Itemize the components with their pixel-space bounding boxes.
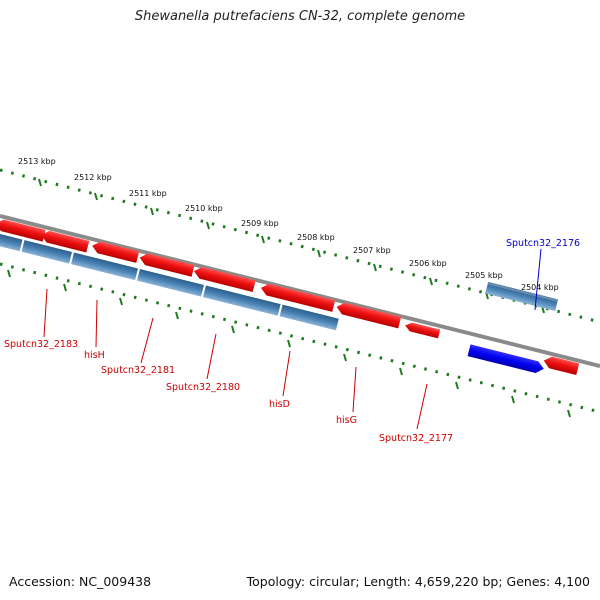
kbp-label: 2509 kbp bbox=[241, 219, 279, 228]
gene-label-sputcn32-2177[interactable]: Sputcn32_2177 bbox=[379, 433, 453, 444]
kbp-label: 2506 kbp bbox=[409, 259, 447, 268]
kbp-label: 2507 kbp bbox=[353, 246, 391, 255]
gene-label-hish[interactable]: hisH bbox=[84, 350, 105, 361]
gene-label-sputcn32-2176[interactable]: Sputcn32_2176 bbox=[506, 238, 580, 249]
gene-bar[interactable] bbox=[279, 304, 339, 331]
accession-text: Accession: NC_009438 bbox=[9, 574, 152, 589]
gene-labels: Sputcn32_2176 Sputcn32_2183 hisH Sputcn3… bbox=[4, 238, 580, 444]
reverse-cds-lane bbox=[0, 218, 580, 375]
gene-arrow-blue[interactable] bbox=[467, 344, 546, 374]
cds-arrow[interactable] bbox=[193, 265, 256, 293]
kbp-label: 2505 kbp bbox=[465, 271, 503, 280]
gene-bar[interactable] bbox=[202, 285, 281, 316]
kbp-label: 2511 kbp bbox=[129, 189, 167, 198]
gene-label-hisd[interactable]: hisD bbox=[269, 399, 290, 410]
genome-backbone bbox=[0, 214, 600, 368]
gene-label-sputcn32-2183[interactable]: Sputcn32_2183 bbox=[4, 339, 78, 350]
gene-label-sputcn32-2181[interactable]: Sputcn32_2181 bbox=[101, 365, 175, 376]
inner-major-ticks bbox=[7, 269, 571, 418]
gene-bar[interactable] bbox=[137, 268, 204, 297]
kbp-label: 2508 kbp bbox=[297, 233, 335, 242]
kbp-label: 2513 kbp bbox=[18, 157, 56, 166]
label-leader-lines bbox=[43, 248, 542, 430]
kbp-label: 2512 kbp bbox=[74, 173, 112, 182]
reverse-gene-lane bbox=[0, 220, 546, 374]
cds-arrow[interactable] bbox=[404, 321, 441, 339]
cds-arrow[interactable] bbox=[91, 240, 140, 263]
cds-arrow[interactable] bbox=[40, 229, 90, 253]
gene-bar[interactable] bbox=[71, 252, 138, 281]
gene-label-hisg[interactable]: hisG bbox=[336, 415, 357, 426]
kbp-label: 2504 kbp bbox=[521, 283, 559, 292]
cds-arrow[interactable] bbox=[335, 301, 402, 329]
cds-arrow[interactable] bbox=[259, 282, 336, 312]
gene-bar[interactable] bbox=[0, 220, 23, 252]
forward-strand-features bbox=[485, 281, 559, 311]
inner-tick-track bbox=[0, 262, 600, 414]
cds-arrow[interactable] bbox=[542, 355, 580, 375]
gene-bar[interactable] bbox=[21, 240, 73, 264]
cds-arrow[interactable] bbox=[138, 252, 195, 277]
cds-arrow[interactable] bbox=[0, 218, 46, 242]
genome-summary-text: Topology: circular; Length: 4,659,220 bp… bbox=[246, 574, 590, 589]
gene-label-sputcn32-2180[interactable]: Sputcn32_2180 bbox=[166, 382, 240, 393]
cds-arrow[interactable] bbox=[485, 281, 559, 311]
kbp-labels: 2513 kbp 2512 kbp 2511 kbp 2510 kbp 2509… bbox=[18, 157, 559, 292]
map-title: Shewanella putrefaciens CN-32, complete … bbox=[134, 9, 466, 24]
kbp-label: 2510 kbp bbox=[185, 204, 223, 213]
